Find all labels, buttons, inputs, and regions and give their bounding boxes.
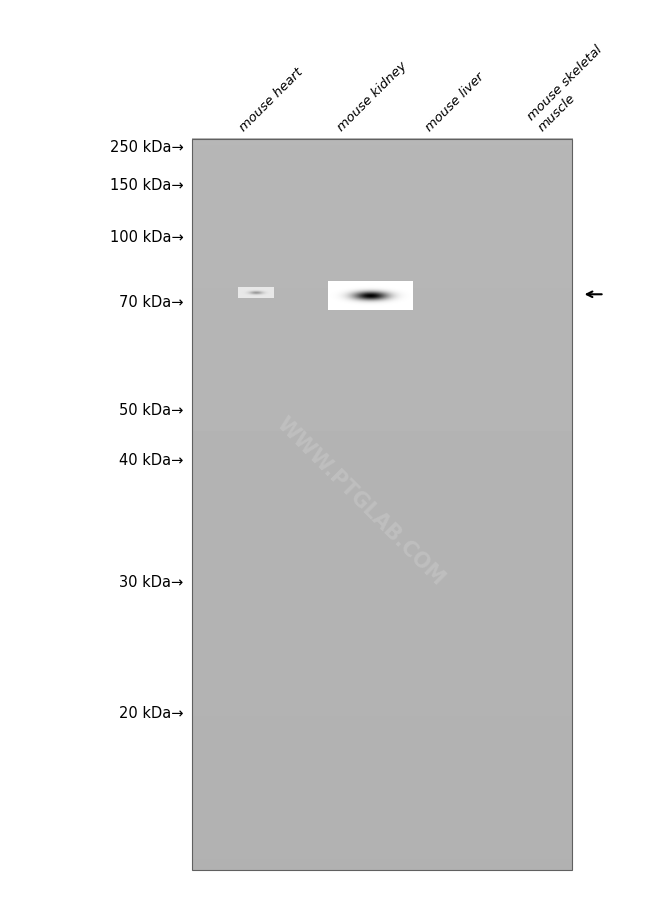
Text: 250 kDa→: 250 kDa→ [110, 140, 183, 154]
Text: mouse skeletal
muscle: mouse skeletal muscle [525, 43, 616, 133]
Text: mouse liver: mouse liver [423, 69, 487, 133]
Text: 30 kDa→: 30 kDa→ [119, 575, 183, 589]
Text: WWW.PTGLAB.COM: WWW.PTGLAB.COM [273, 413, 448, 588]
Text: 150 kDa→: 150 kDa→ [110, 178, 183, 192]
Text: 20 kDa→: 20 kDa→ [119, 705, 183, 720]
Text: mouse kidney: mouse kidney [335, 59, 410, 133]
Bar [192, 140, 572, 870]
Text: 40 kDa→: 40 kDa→ [119, 453, 183, 467]
Text: mouse heart: mouse heart [237, 65, 305, 133]
Text: 70 kDa→: 70 kDa→ [119, 295, 183, 309]
Text: 50 kDa→: 50 kDa→ [119, 403, 183, 418]
Text: 100 kDa→: 100 kDa→ [110, 230, 183, 244]
